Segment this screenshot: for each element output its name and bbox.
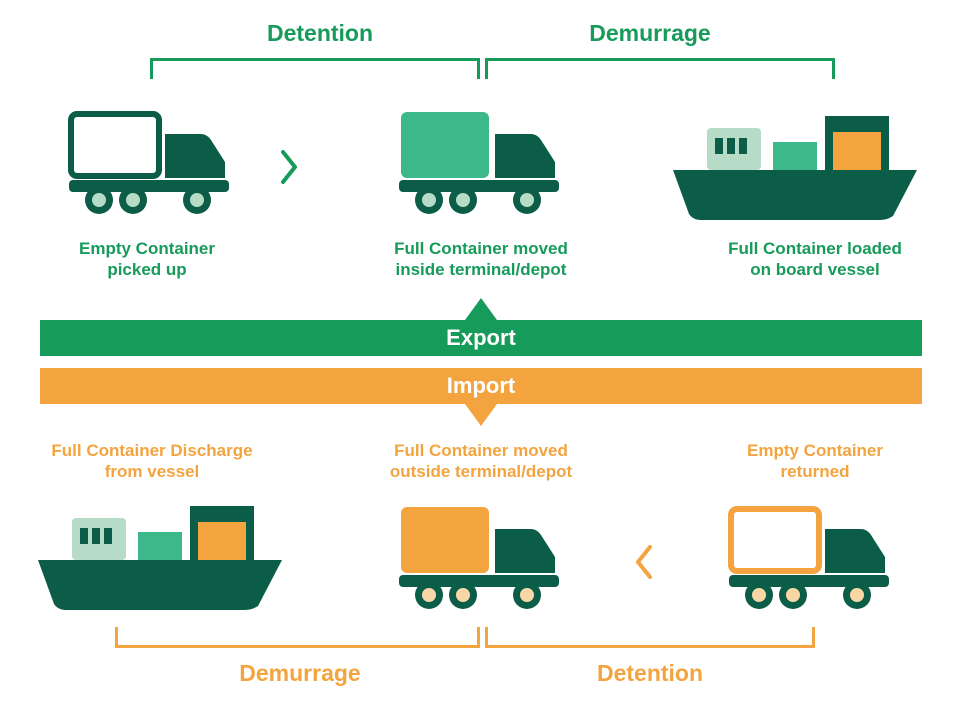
- ship-import-icon: [30, 498, 290, 613]
- top-demurrage-bracket: [485, 58, 835, 78]
- import-step1-caption: Full Container Discharge from vessel: [27, 440, 277, 483]
- ship-export-icon: [665, 108, 925, 223]
- import-step2-caption: Full Container moved outside terminal/de…: [361, 440, 601, 483]
- truck-empty-icon: [65, 110, 235, 215]
- import-bar-label: Import: [447, 373, 515, 399]
- export-step2-caption: Full Container moved inside terminal/dep…: [361, 238, 601, 281]
- chevron-right-icon: [280, 150, 298, 184]
- top-demurrage-heading: Demurrage: [540, 20, 760, 47]
- top-detention-bracket: [150, 58, 480, 78]
- bottom-demurrage-heading: Demurrage: [190, 660, 410, 687]
- import-bar: Import: [40, 368, 922, 404]
- truck-empty-orange-icon: [725, 505, 895, 610]
- truck-full-orange-icon: [395, 505, 565, 610]
- export-bar: Export: [40, 320, 922, 356]
- export-bar-arrow-icon: [465, 298, 497, 320]
- chevron-left-icon: [635, 545, 653, 579]
- export-bar-label: Export: [446, 325, 516, 351]
- export-step1-caption: Empty Container picked up: [47, 238, 247, 281]
- truck-full-green-icon: [395, 110, 565, 215]
- bottom-detention-heading: Detention: [540, 660, 760, 687]
- import-step3-caption: Empty Container returned: [695, 440, 935, 483]
- bottom-demurrage-bracket: [115, 628, 480, 648]
- bottom-detention-bracket: [485, 628, 815, 648]
- import-bar-arrow-icon: [465, 404, 497, 426]
- top-detention-heading: Detention: [210, 20, 430, 47]
- export-step3-caption: Full Container loaded on board vessel: [695, 238, 935, 281]
